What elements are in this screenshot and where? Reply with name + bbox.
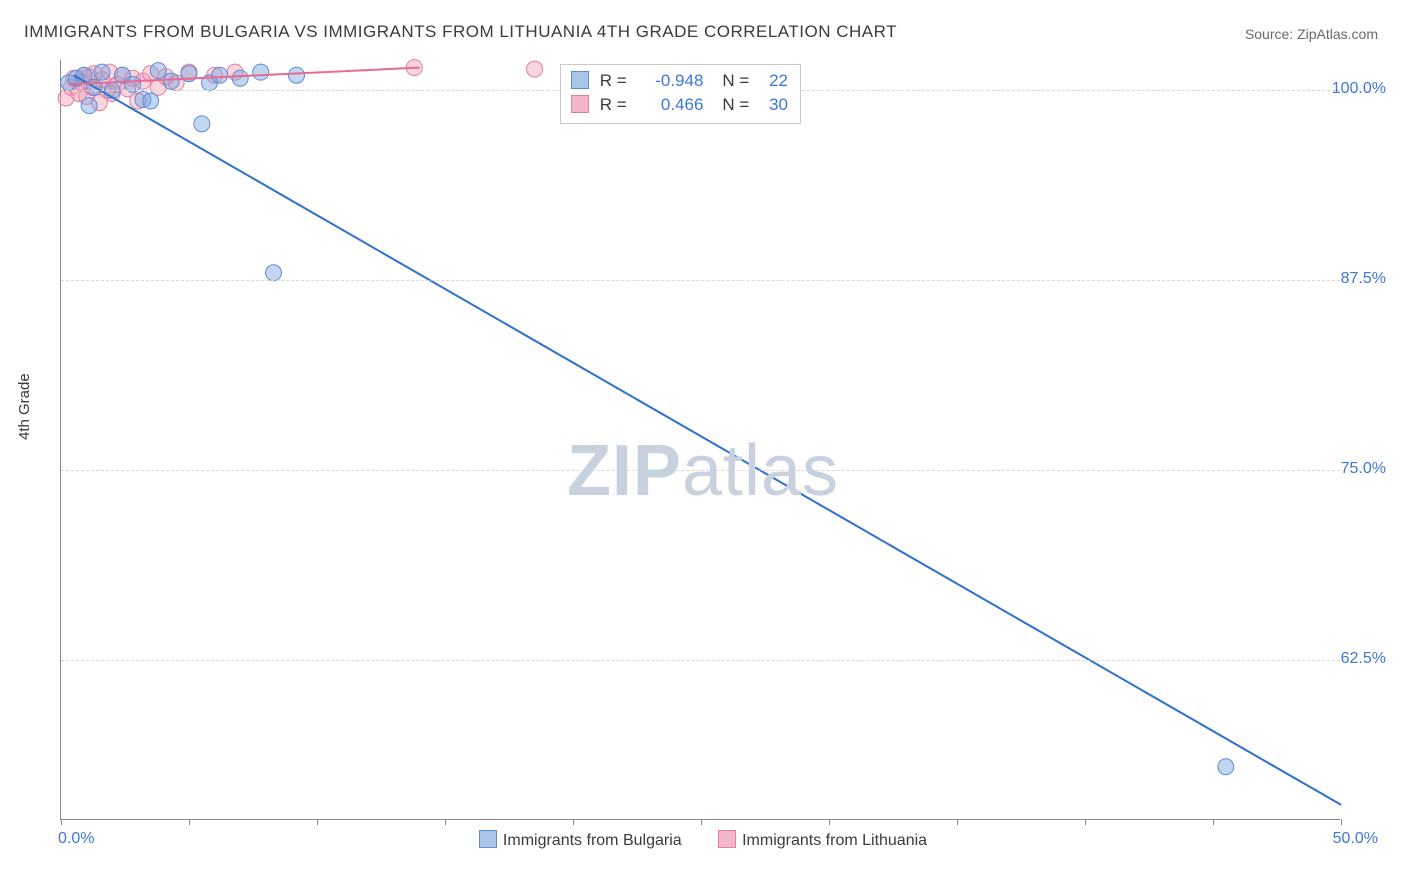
data-point [527, 61, 543, 77]
legend-swatch-blue [479, 830, 497, 848]
x-tick-mark [1213, 819, 1214, 825]
stats-box: R = -0.948 N = 22 R = 0.466 N = 30 [560, 64, 801, 124]
data-point [212, 67, 228, 83]
legend-swatch-pink [718, 830, 736, 848]
x-tick-mark [1341, 819, 1342, 825]
source-label: Source: ZipAtlas.com [1245, 26, 1378, 42]
x-tick-mark [61, 819, 62, 825]
y-tick-label: 100.0% [1332, 80, 1386, 98]
legend-label-pink: Immigrants from Lithuania [742, 832, 927, 849]
stats-row-pink: R = 0.466 N = 30 [571, 93, 788, 117]
x-tick-mark [189, 819, 190, 825]
stats-row-blue: R = -0.948 N = 22 [571, 69, 788, 93]
bottom-legend: Immigrants from Bulgaria Immigrants from… [0, 830, 1406, 850]
data-point [1218, 759, 1234, 775]
x-tick-mark [957, 819, 958, 825]
x-tick-mark [1085, 819, 1086, 825]
gridline [61, 280, 1340, 281]
stats-swatch-pink [571, 95, 589, 113]
stats-N-pink: 30 [754, 93, 788, 117]
scatter-svg [61, 60, 1341, 820]
data-point [81, 98, 97, 114]
data-point [232, 70, 248, 86]
y-tick-label: 87.5% [1341, 270, 1386, 288]
x-tick-mark [573, 819, 574, 825]
stats-swatch-blue [571, 71, 589, 89]
data-point [163, 73, 179, 89]
stats-R-blue: -0.948 [631, 69, 703, 93]
y-axis-label: 4th Grade [16, 373, 33, 440]
legend-item-bulgaria: Immigrants from Bulgaria [479, 830, 682, 850]
data-point [150, 63, 166, 79]
plot-area [60, 60, 1340, 820]
data-point [289, 67, 305, 83]
data-point [253, 64, 269, 80]
y-tick-label: 75.0% [1341, 460, 1386, 478]
data-point [143, 93, 159, 109]
data-point [194, 116, 210, 132]
trend-line [74, 75, 1341, 805]
x-tick-mark [829, 819, 830, 825]
gridline [61, 470, 1340, 471]
data-point [265, 265, 281, 281]
y-tick-label: 62.5% [1341, 650, 1386, 668]
legend-item-lithuania: Immigrants from Lithuania [718, 830, 927, 850]
gridline [61, 660, 1340, 661]
stats-R-pink: 0.466 [631, 93, 703, 117]
stats-N-blue: 22 [754, 69, 788, 93]
data-point [94, 64, 110, 80]
x-tick-mark [445, 819, 446, 825]
x-tick-mark [317, 819, 318, 825]
legend-label-blue: Immigrants from Bulgaria [503, 832, 682, 849]
chart-title: IMMIGRANTS FROM BULGARIA VS IMMIGRANTS F… [24, 22, 897, 42]
x-tick-mark [701, 819, 702, 825]
